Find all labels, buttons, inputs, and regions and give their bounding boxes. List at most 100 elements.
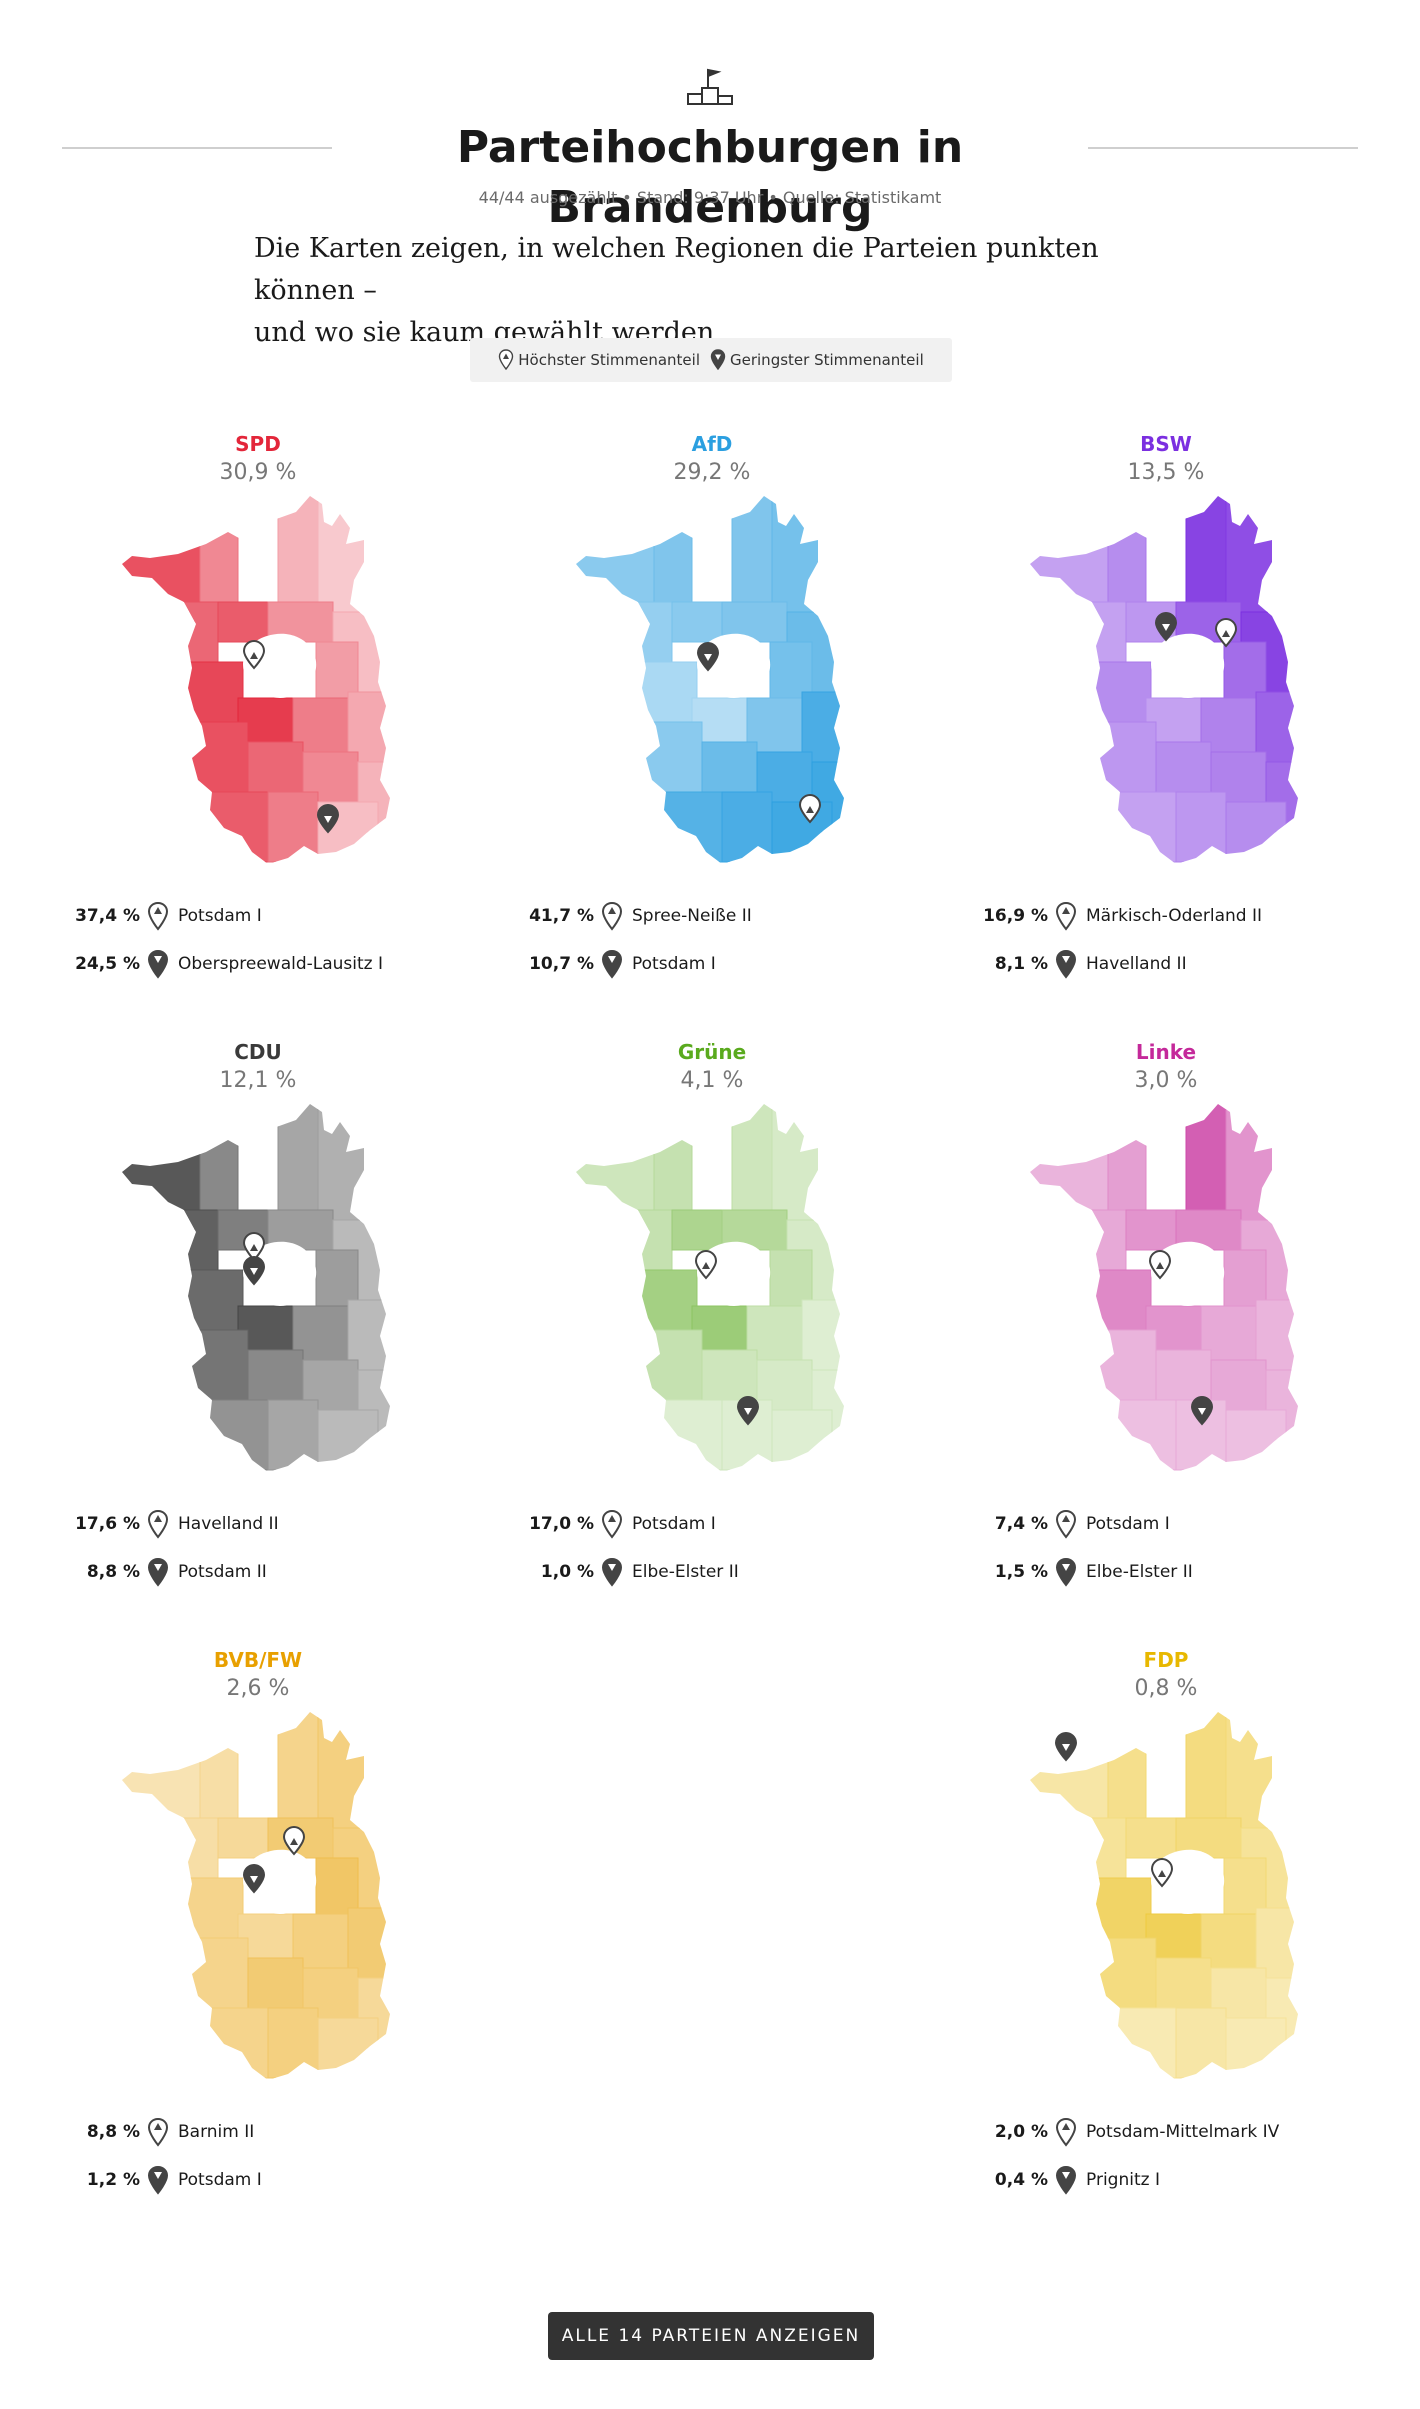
highest-district: Potsdam I: [1086, 1514, 1170, 1534]
lowest-stat-row: 1,2 % Potsdam I: [58, 2164, 478, 2196]
show-all-parties-button[interactable]: ALLE 14 PARTEIEN ANZEIGEN: [548, 2312, 874, 2360]
district-area: [187, 1937, 249, 2009]
lowest-district: Oberspreewald-Lausitz I: [178, 954, 384, 974]
district-area: [661, 791, 723, 863]
status-meta: 44/44 ausgezählt • Stand: 9:37 Uhr • Que…: [478, 188, 942, 207]
highest-stat-row: 16,9 % Märkisch-Oderland II: [966, 900, 1386, 932]
lowest-district: Potsdam I: [178, 2170, 262, 2190]
party-map: [1030, 1104, 1298, 1471]
district-area: [267, 2007, 319, 2079]
lowest-pin-icon: [1055, 2165, 1077, 2195]
berlin-cutout: [243, 1849, 317, 1914]
district-area: [771, 496, 833, 613]
district-area: [1125, 1209, 1177, 1251]
highest-district: Barnim II: [178, 2122, 255, 2142]
lowest-value: 1,5 %: [994, 1562, 1048, 1582]
lowest-stat-row: 0,4 % Prignitz I: [966, 2164, 1386, 2196]
lowest-district: Potsdam II: [178, 1562, 267, 1582]
party-name: SPD: [235, 432, 281, 456]
lowest-pin-icon: [601, 949, 623, 979]
lowest-district: Prignitz I: [1086, 2170, 1160, 2190]
lowest-stat-row: 1,5 % Elbe-Elster II: [966, 1556, 1386, 1588]
lowest-pin-icon: [1055, 949, 1077, 979]
district-area: [1155, 741, 1212, 793]
title-divider-left: [62, 147, 332, 149]
party-panel: AfD 29,2 % 41,7 % Spree-Neiße II 10,7 % …: [512, 432, 912, 992]
highest-stat-row: 2,0 % Potsdam-Mittelmark IV: [966, 2116, 1386, 2148]
district-area: [1115, 1399, 1177, 1471]
district-area: [771, 1104, 833, 1221]
district-area: [1095, 1329, 1157, 1401]
party-name: Grüne: [677, 1040, 747, 1064]
highest-pin-icon: [242, 1231, 266, 1262]
highest-pin-icon: [242, 639, 266, 670]
lowest-value: 8,8 %: [86, 1562, 140, 1582]
district-area: [277, 1712, 319, 1819]
district-area: [247, 1349, 304, 1401]
district-area: [1085, 1877, 1152, 1939]
district-area: [199, 496, 239, 603]
lowest-value: 1,2 %: [86, 2170, 140, 2190]
district-area: [199, 1712, 239, 1819]
district-area: [217, 1817, 269, 1859]
party-name: BVB/FW: [213, 1648, 303, 1672]
district-area: [1107, 1104, 1147, 1211]
highest-district: Potsdam-Mittelmark IV: [1086, 2122, 1280, 2142]
highest-value: 17,6 %: [75, 1514, 140, 1534]
highest-district: Märkisch-Oderland II: [1086, 906, 1262, 926]
legend-highest: Höchster Stimmenanteil: [498, 349, 700, 371]
district-area: [1085, 1269, 1152, 1331]
berlin-cutout: [243, 1241, 317, 1306]
party-panel: BSW 13,5 % 16,9 % Märkisch-Oderland II 8…: [966, 432, 1366, 992]
district-area: [277, 1104, 319, 1211]
district-area: [1175, 2007, 1227, 2079]
highest-district: Potsdam I: [178, 906, 262, 926]
district-area: [1225, 1104, 1287, 1221]
highest-pin-icon: [1055, 1509, 1077, 1539]
highest-pin-icon: [499, 349, 514, 371]
district-area: [317, 496, 379, 613]
highest-value: 17,0 %: [529, 1514, 594, 1534]
title-row: Parteihochburgen in Brandenburg: [62, 118, 1358, 233]
lowest-pin-icon: [696, 641, 720, 672]
highest-pin-icon: [694, 1249, 718, 1280]
party-share: 12,1 %: [219, 1068, 297, 1093]
party-name: CDU: [234, 1040, 282, 1064]
intro-text: Die Karten zeigen, in welchen Regionen d…: [254, 228, 1174, 354]
district-area: [1225, 1409, 1287, 1471]
party-share: 13,5 %: [1127, 460, 1205, 485]
district-area: [1175, 791, 1227, 863]
district-area: [1185, 1104, 1227, 1211]
district-area: [641, 1329, 703, 1401]
district-area: [1055, 1817, 1127, 1879]
lowest-pin-icon: [147, 2165, 169, 2195]
highest-pin-icon: [282, 1825, 306, 1856]
party-panel: Linke 3,0 % 7,4 % Potsdam I 1,5 % Elbe-E…: [966, 1040, 1366, 1600]
highest-value: 2,0 %: [994, 2122, 1048, 2142]
district-area: [177, 661, 244, 723]
highest-district: Potsdam I: [632, 1514, 716, 1534]
party-panel: BVB/FW 2,6 % 8,8 % Barnim II 1,2 % Potsd…: [58, 1648, 458, 2208]
lowest-pin-icon: [736, 1395, 760, 1426]
highest-value: 37,4 %: [75, 906, 140, 926]
district-area: [347, 691, 390, 763]
party-panel: SPD 30,9 % 37,4 % Potsdam I 24,5 % Obers…: [58, 432, 458, 992]
district-area: [1085, 661, 1152, 723]
district-area: [1185, 1712, 1227, 1819]
district-area: [1055, 1209, 1127, 1271]
district-area: [701, 741, 758, 793]
party-map: [122, 496, 390, 863]
district-area: [661, 1399, 723, 1471]
highest-stat-row: 17,6 % Havelland II: [58, 1508, 478, 1540]
highest-value: 8,8 %: [86, 2122, 140, 2142]
lowest-district: Havelland II: [1086, 954, 1187, 974]
district-area: [1055, 601, 1127, 663]
district-area: [267, 1399, 319, 1471]
district-area: [187, 1329, 249, 1401]
district-area: [731, 1104, 773, 1211]
highest-pin-icon: [147, 901, 169, 931]
lowest-pin-icon: [242, 1255, 266, 1286]
highest-pin-icon: [1214, 617, 1238, 648]
party-name: AfD: [691, 432, 733, 456]
district-area: [1115, 791, 1177, 863]
